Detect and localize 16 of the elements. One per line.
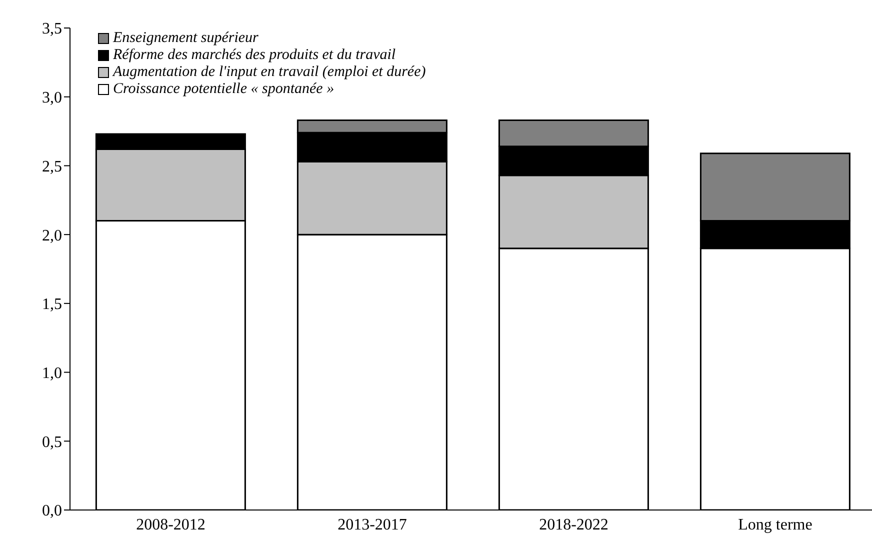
y-tick-label: 2,5 (42, 158, 62, 176)
legend-label: Réforme des marchés des produits et du travail (113, 47, 396, 64)
y-tick-label: 0,5 (42, 434, 62, 451)
legend-label: Croissance potentielle « spontanée » (113, 81, 334, 98)
legend-label: Augmentation de l'input en travail (emploi et durée) (113, 64, 426, 81)
legend-label: Enseignement supérieur (113, 30, 258, 47)
y-tick-label: 0,0 (42, 502, 62, 520)
y-tick-label: 2,0 (42, 227, 62, 244)
x-tick-label: 2008-2012 (136, 516, 206, 534)
y-tick-label: 1,0 (42, 364, 62, 382)
y-tick-label: 1,5 (42, 296, 62, 314)
y-tick-label: 3,5 (42, 20, 62, 38)
y-tick-label: 3,0 (42, 90, 62, 107)
x-tick-label: 2018-2022 (539, 516, 608, 534)
x-tick-label: Long terme (738, 516, 812, 534)
x-tick-label: 2013-2017 (338, 516, 407, 534)
